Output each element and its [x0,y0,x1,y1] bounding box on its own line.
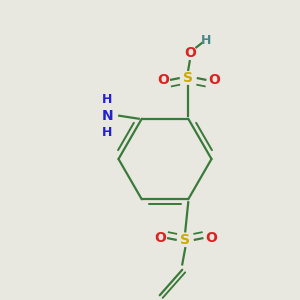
Text: O: O [184,46,196,60]
Text: O: O [208,73,220,87]
Text: O: O [205,231,217,245]
Text: S: S [180,233,190,247]
Text: H: H [201,34,211,46]
Text: S: S [183,71,193,85]
Text: H: H [102,126,112,139]
Text: O: O [157,73,169,87]
Text: H: H [102,93,112,106]
Text: O: O [154,231,166,245]
Text: N: N [101,109,113,123]
